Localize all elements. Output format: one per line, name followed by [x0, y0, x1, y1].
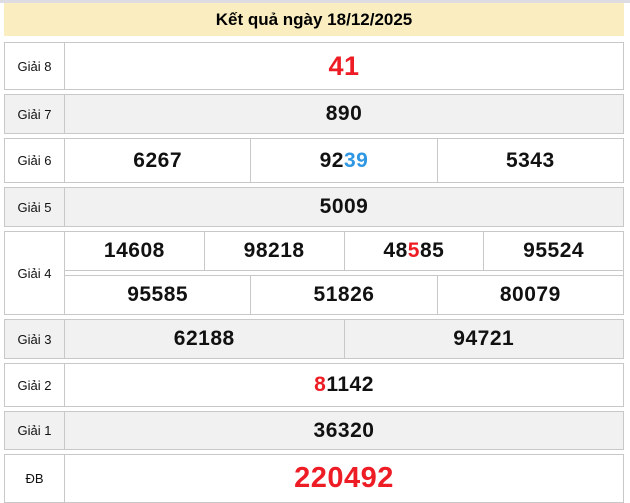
prize-label-giai-3: Giải 3: [5, 320, 65, 358]
number-segment: 92: [319, 148, 344, 172]
prize-number: 80079: [436, 276, 623, 314]
number-segment: 36320: [313, 418, 375, 442]
number-segment: 5343: [505, 148, 555, 172]
prize-label-giai-1: Giải 1: [5, 412, 65, 449]
number-segment-red: 41: [328, 50, 360, 81]
prize-row-giai-7: Giải 7 890: [4, 94, 624, 134]
prize-label-giai-8: Giải 8: [5, 43, 65, 89]
number-segment-red: 5: [407, 239, 420, 262]
prize-row-giai-3: Giải 3 62188 94721: [4, 319, 624, 359]
prize-number: 94721: [343, 320, 624, 358]
prize-number: 41: [65, 43, 623, 89]
prize-row-giai-5: Giải 5 5009: [4, 187, 624, 227]
number-segment: 94721: [453, 327, 515, 350]
prize-number: 5009: [65, 188, 623, 226]
prize-row-db: ĐB 220492: [4, 454, 624, 503]
number-segment-blue: 39: [343, 148, 369, 172]
number-segment: 6267: [133, 148, 183, 172]
prize-row-giai-6: Giải 6 6267 92 39 5343: [4, 138, 624, 183]
number-segment: 48: [383, 239, 408, 262]
prize-number: 95524: [483, 232, 623, 270]
number-segment: 62188: [173, 327, 235, 350]
prize-row-giai-1: Giải 1 36320: [4, 411, 624, 450]
top-strip: [0, 0, 630, 3]
number-segment: 80079: [499, 283, 561, 306]
prize-number: 48 5 85: [343, 232, 484, 270]
prize-number: 14608: [65, 232, 204, 270]
number-segment: 5009: [319, 195, 369, 218]
prize-number: 98218: [203, 232, 344, 270]
prize-label-giai-6: Giải 6: [5, 139, 65, 182]
number-segment: 51826: [313, 283, 375, 306]
number-segment: 890: [325, 102, 363, 125]
prize-number: 95585: [65, 276, 250, 314]
prize-number: 8 1142: [65, 364, 623, 406]
number-segment: 95585: [127, 283, 189, 306]
results-title: Kết quả ngày 18/12/2025: [215, 9, 413, 29]
number-segment: 1142: [326, 373, 374, 396]
prize-number: 51826: [250, 276, 436, 314]
results-header: Kết quả ngày 18/12/2025: [4, 3, 624, 36]
number-segment: 85: [419, 239, 445, 262]
prize-row-giai-2: Giải 2 8 1142: [4, 363, 624, 407]
number-segment-red: 220492: [294, 462, 394, 494]
results-table: Giải 8 41 Giải 7 890 Giải 6 6267 92 39 5343 Giải …: [4, 42, 624, 503]
prize-row-giai-4: Giải 4 14608 98218 48 5 85 95524 95585 51826 8007…: [4, 231, 624, 315]
prize-label-giai-2: Giải 2: [5, 364, 65, 406]
prize-label-db: ĐB: [5, 455, 65, 502]
number-segment: 14608: [103, 239, 165, 262]
prize-label-giai-4: Giải 4: [5, 232, 65, 314]
prize-number: 5343: [436, 139, 623, 182]
prize-number: 6267: [65, 139, 250, 182]
prize-number: 890: [65, 95, 623, 133]
prize-number: 220492: [65, 455, 623, 502]
prize-label-giai-7: Giải 7: [5, 95, 65, 133]
prize-number: 62188: [65, 320, 344, 358]
lottery-results-board: Kết quả ngày 18/12/2025 Giải 8 41 Giải 7 89…: [4, 3, 624, 503]
number-segment-red: 8: [314, 373, 327, 396]
prize-number: 36320: [65, 412, 623, 449]
prize-number: 92 39: [250, 139, 436, 182]
prize-label-giai-5: Giải 5: [5, 188, 65, 226]
number-segment: 98218: [243, 239, 305, 262]
number-segment: 95524: [523, 239, 585, 262]
prize-row-giai-8: Giải 8 41: [4, 42, 624, 90]
